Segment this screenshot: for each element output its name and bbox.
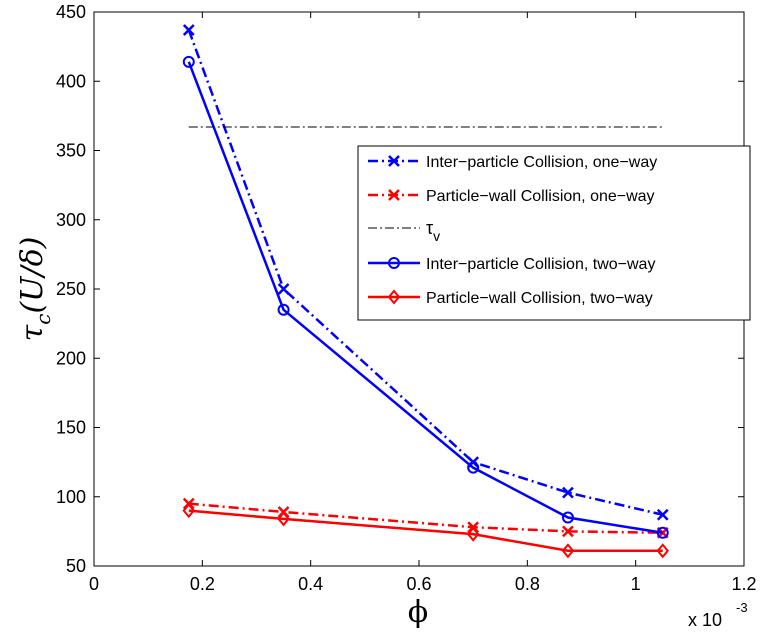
legend-marker-0 — [388, 155, 400, 167]
series-line-4 — [188, 509, 663, 553]
series-line-0 — [187, 29, 664, 516]
legend-marker-1-b — [388, 189, 400, 201]
legend-marker-4 — [387, 289, 401, 305]
series-0-point-3-b — [562, 486, 574, 499]
y-axis-label: τc(U/δ) — [15, 237, 55, 342]
series-4-point-1 — [277, 511, 290, 527]
y-label-sub: c — [31, 314, 55, 325]
x-tick-label-2: 0.4 — [298, 574, 323, 594]
x-tick-label-5: 1 — [631, 574, 641, 594]
y-tick-label-4: 250 — [56, 279, 86, 299]
x-multiplier-exponent: -3 — [736, 600, 748, 615]
x-tick-label-3: 0.6 — [406, 574, 431, 594]
x-multiplier-label: x 10 — [688, 610, 722, 630]
y-tick-label-7: 400 — [56, 71, 86, 91]
series-3-point-0 — [182, 55, 195, 68]
series-4-point-0 — [182, 503, 196, 519]
y-label-main: τ — [15, 324, 50, 341]
legend-label-3: Inter−particle Collision, two−way — [426, 256, 655, 273]
series-4-point-2 — [466, 526, 480, 542]
legend-label-2: τv — [426, 218, 440, 244]
series-line-3 — [187, 61, 663, 534]
y-tick-label-3: 200 — [56, 348, 86, 368]
series-4-point-4 — [656, 543, 670, 559]
y-tick-label-1: 100 — [56, 487, 86, 507]
series-layer — [182, 24, 670, 559]
series-0-point-0-b — [182, 24, 195, 36]
legend-marker-0-b — [388, 155, 400, 167]
legend-label-2-main: τ — [426, 218, 433, 238]
x-multiplier: x 10 -3 — [688, 600, 748, 630]
legend: Inter−particle Collision, one−way Partic… — [357, 145, 751, 321]
x-axis-label: ϕ — [408, 595, 428, 630]
y-tick-label-8: 450 — [56, 2, 86, 22]
y-tick-label-6: 350 — [56, 141, 86, 161]
x-tick-label-1: 0.2 — [190, 574, 215, 594]
y-tick-label-0: 50 — [66, 556, 86, 576]
legend-samples — [368, 155, 420, 305]
series-3-point-4 — [656, 526, 669, 539]
legend-box — [357, 145, 751, 321]
legend-label-4: Particle−wall Collision, two−way — [426, 290, 653, 307]
y-label-rest: (U/δ) — [15, 237, 50, 314]
series-0-point-0 — [182, 24, 195, 36]
legend-label-0: Inter−particle Collision, one−way — [426, 154, 657, 171]
legend-marker-1 — [388, 189, 400, 201]
series-1-point-3 — [562, 525, 574, 538]
y-tick-label-5: 300 — [56, 210, 86, 230]
tick-layer: 0 0.2 0.4 0.6 0.8 1 1.2 50 100 150 200 250 300 350 400… — [56, 2, 757, 594]
series-3-point-2 — [467, 461, 480, 474]
series-0-point-4 — [656, 508, 669, 521]
legend-marker-3 — [388, 257, 400, 269]
legend-label-2-sub: v — [433, 228, 440, 244]
series-3-point-3 — [561, 511, 574, 524]
y-tick-label-2: 150 — [56, 418, 86, 438]
x-tick-label-0: 0 — [89, 574, 99, 594]
legend-label-1: Particle−wall Collision, one−way — [426, 188, 655, 205]
series-0-point-1-b — [277, 283, 290, 295]
x-tick-label-4: 0.8 — [515, 574, 540, 594]
series-0-point-1 — [277, 283, 290, 295]
series-4-point-3 — [561, 543, 575, 559]
series-1-point-3-b — [562, 525, 574, 538]
series-3-point-1 — [277, 303, 290, 316]
y-axis-label-text: τc(U/δ) — [15, 237, 55, 342]
series-0-point-4-b — [656, 508, 669, 521]
x-tick-label-6: 1.2 — [731, 574, 756, 594]
series-0-point-3 — [562, 486, 574, 499]
